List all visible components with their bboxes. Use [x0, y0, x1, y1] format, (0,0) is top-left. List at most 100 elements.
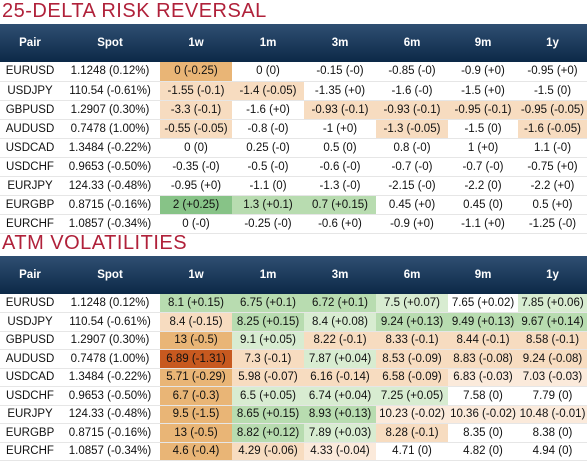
- table-row: USDCAD 1.3484 (-0.22%) 0 (0) 0.25 (-0) 0.5 (…: [0, 138, 587, 158]
- value-cell: 10.23 (-0.02): [376, 405, 448, 424]
- column-header-1y: 1y: [518, 256, 587, 294]
- table-row: EURJPY 124.33 (-0.48%) -0.95 (+0) -1.1 (0) -…: [0, 176, 587, 196]
- value-cell: 4.33 (-0.04): [304, 442, 376, 461]
- value-cell: -1.1 (+0): [448, 214, 518, 234]
- value-cell: 7.25 (+0.05): [376, 386, 448, 406]
- value-cell: -0.7 (-0): [376, 157, 448, 177]
- value-cell: 7.3 (-0.1): [232, 349, 304, 369]
- pair-cell: EURJPY: [0, 176, 60, 196]
- value-cell: 6.16 (-0.14): [304, 368, 376, 387]
- pair-cell: USDCAD: [0, 138, 60, 158]
- column-header-9m: 9m: [448, 256, 518, 294]
- spot-cell: 1.2907 (0.30%): [60, 331, 160, 350]
- table-row: EURGBP 0.8715 (-0.16%) 13 (-0.5) 8.82 (+0.1…: [0, 423, 587, 443]
- spot-cell: 1.0857 (-0.34%): [60, 214, 160, 234]
- value-cell: -1.25 (-0): [518, 214, 587, 234]
- value-cell: 10.48 (-0.01): [518, 405, 587, 424]
- value-cell: -0.95 (+0): [160, 176, 232, 196]
- value-cell: 9.5 (-1.5): [160, 405, 232, 424]
- value-cell: 8.35 (0): [448, 423, 518, 443]
- pair-cell: EURUSD: [0, 294, 60, 313]
- value-cell: -1.5 (0): [448, 119, 518, 139]
- value-cell: 4.71 (0): [376, 442, 448, 461]
- value-cell: 8.53 (-0.09): [376, 349, 448, 369]
- value-cell: 4.6 (-0.4): [160, 442, 232, 461]
- value-cell: 6.5 (+0.05): [232, 386, 304, 406]
- value-cell: 7.58 (0): [448, 386, 518, 406]
- value-cell: 7.89 (+0.03): [304, 423, 376, 443]
- value-cell: 8.44 (-0.1): [448, 331, 518, 350]
- value-cell: -2.2 (0): [448, 176, 518, 196]
- value-cell: 13 (-0.5): [160, 423, 232, 443]
- value-cell: 6.89 (-1.31): [160, 349, 232, 369]
- value-cell: 5.71 (-0.29): [160, 368, 232, 387]
- table-row: USDJPY 110.54 (-0.61%) -1.55 (-0.1) -1.4 (-…: [0, 81, 587, 101]
- value-cell: 6.75 (+0.1): [232, 294, 304, 313]
- value-cell: 8.82 (+0.12): [232, 423, 304, 443]
- value-cell: 6.7 (-0.3): [160, 386, 232, 406]
- atm-volatilities-table: Pair Spot 1w 1m 3m 6m 9m 1y EURUSD 1.1248 (0.12%…: [0, 256, 587, 461]
- atm-header-row: Pair Spot 1w 1m 3m 6m 9m 1y: [0, 256, 587, 294]
- column-header-spot: Spot: [60, 256, 160, 294]
- value-cell: -0.7 (-0): [448, 157, 518, 177]
- risk-reversal-title: 25-DELTA RISK REVERSAL: [2, 0, 267, 22]
- value-cell: 8.58 (-0.1): [518, 331, 587, 350]
- value-cell: 4.29 (-0.06): [232, 442, 304, 461]
- value-cell: 2 (+0.25): [160, 195, 232, 215]
- pair-cell: GBPUSD: [0, 331, 60, 350]
- pair-cell: AUDUSD: [0, 119, 60, 139]
- table-row: EURCHF 1.0857 (-0.34%) 4.6 (-0.4) 4.29 (-0.…: [0, 442, 587, 461]
- value-cell: -2.2 (+0): [518, 176, 587, 196]
- spot-cell: 0.8715 (-0.16%): [60, 195, 160, 215]
- value-cell: 8.22 (-0.1): [304, 331, 376, 350]
- value-cell: 0 (0): [232, 62, 304, 82]
- value-cell: 7.79 (0): [518, 386, 587, 406]
- value-cell: 6.72 (+0.1): [304, 294, 376, 313]
- risk-reversal-table: Pair Spot 1w 1m 3m 6m 9m 1y EURUSD 1.1248 (0.12%…: [0, 24, 587, 234]
- value-cell: -0.95 (-0.05): [518, 100, 587, 120]
- value-cell: 8.4 (+0.08): [304, 312, 376, 332]
- value-cell: -1.6 (-0.05): [518, 119, 587, 139]
- value-cell: 0.25 (-0): [232, 138, 304, 158]
- value-cell: -0.93 (-0.1): [304, 100, 376, 120]
- value-cell: 0.7 (+0.15): [304, 195, 376, 215]
- spot-cell: 0.7478 (1.00%): [60, 119, 160, 139]
- value-cell: -1.3 (-0.05): [376, 119, 448, 139]
- spot-cell: 124.33 (-0.48%): [60, 176, 160, 196]
- value-cell: 1.1 (-0): [518, 138, 587, 158]
- value-cell: 8.38 (0): [518, 423, 587, 443]
- rr-header-row: Pair Spot 1w 1m 3m 6m 9m 1y: [0, 24, 587, 62]
- pair-cell: USDJPY: [0, 81, 60, 101]
- table-row: EURCHF 1.0857 (-0.34%) 0 (-0) -0.25 (-0) -0.…: [0, 214, 587, 234]
- spot-cell: 1.2907 (0.30%): [60, 100, 160, 120]
- value-cell: 9.24 (+0.13): [376, 312, 448, 332]
- value-cell: 8.83 (-0.08): [448, 349, 518, 369]
- value-cell: 0.45 (0): [448, 195, 518, 215]
- value-cell: -0.95 (+0): [518, 62, 587, 82]
- value-cell: 9.49 (+0.13): [448, 312, 518, 332]
- spot-cell: 0.9653 (-0.50%): [60, 157, 160, 177]
- value-cell: 7.65 (+0.02): [448, 294, 518, 313]
- value-cell: -0.6 (-0): [304, 157, 376, 177]
- value-cell: -0.9 (+0): [448, 62, 518, 82]
- value-cell: 7.5 (+0.07): [376, 294, 448, 313]
- table-row: EURUSD 1.1248 (0.12%) 0 (-0.25) 0 (0) -0.15 …: [0, 62, 587, 82]
- value-cell: 6.58 (-0.09): [376, 368, 448, 387]
- column-header-1y: 1y: [518, 24, 587, 62]
- atm-volatilities-title: ATM VOLATILITIES: [2, 232, 188, 254]
- spot-cell: 1.0857 (-0.34%): [60, 442, 160, 461]
- pair-cell: EURJPY: [0, 405, 60, 424]
- value-cell: -0.93 (-0.1): [376, 100, 448, 120]
- column-header-spot: Spot: [60, 24, 160, 62]
- pair-cell: GBPUSD: [0, 100, 60, 120]
- column-header-pair: Pair: [0, 256, 60, 294]
- value-cell: 1 (+0): [448, 138, 518, 158]
- pair-cell: USDCHF: [0, 157, 60, 177]
- value-cell: -1.6 (+0): [232, 100, 304, 120]
- atm-body: EURUSD 1.1248 (0.12%) 8.1 (+0.15) 6.75 (+0.…: [0, 294, 587, 461]
- column-header-1m: 1m: [232, 256, 304, 294]
- value-cell: 6.83 (-0.03): [448, 368, 518, 387]
- column-header-pair: Pair: [0, 24, 60, 62]
- value-cell: -0.95 (-0.1): [448, 100, 518, 120]
- value-cell: 8.1 (+0.15): [160, 294, 232, 313]
